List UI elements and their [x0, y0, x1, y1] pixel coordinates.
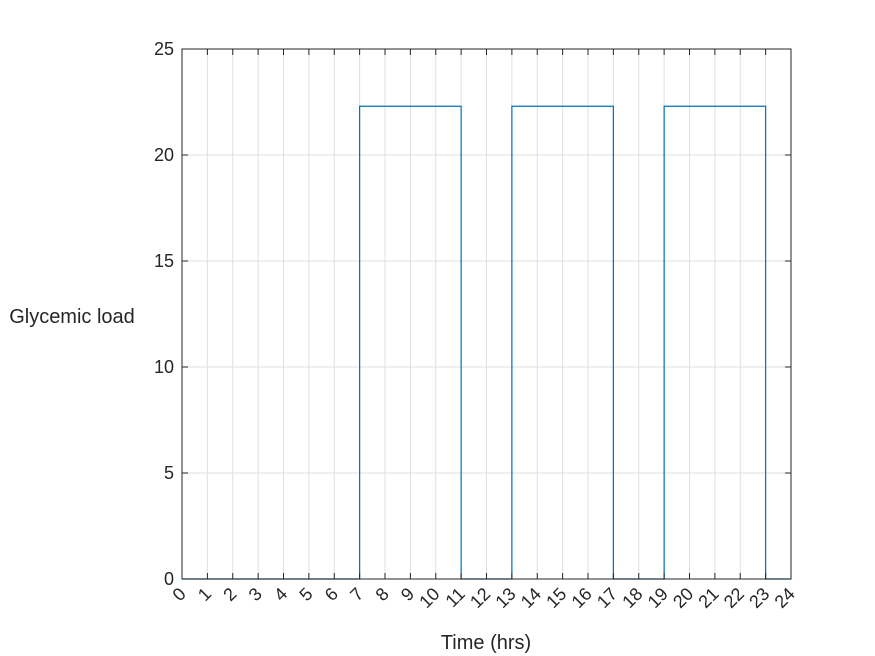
series-layer: [182, 105, 791, 580]
y-tick-label: 10: [154, 357, 174, 377]
x-tick-label: 4: [270, 584, 291, 605]
y-tick-labels: 0 5 10 15 20 25: [154, 39, 174, 589]
x-tick-label: 9: [397, 584, 418, 605]
x-tick-label: 24: [771, 584, 799, 612]
x-tick-label: 10: [415, 584, 443, 612]
y-tick-label: 5: [164, 463, 174, 483]
tick-marks: [181, 48, 792, 580]
glycemic-load-series-line: [182, 105, 791, 580]
x-tick-label: 8: [372, 584, 393, 605]
y-tick-label: 25: [154, 39, 174, 59]
x-tick-label: 1: [194, 584, 215, 605]
x-axis-label: Time (hrs): [441, 632, 531, 654]
x-tick-label: 2: [219, 584, 240, 605]
x-tick-label: 7: [346, 584, 367, 605]
x-tick-label: 6: [321, 584, 342, 605]
y-tick-label: 0: [164, 569, 174, 589]
x-tick-label: 3: [245, 584, 266, 605]
y-tick-label: 15: [154, 251, 174, 271]
x-tick-label: 5: [295, 584, 316, 605]
y-axis-label: Glycemic load: [9, 306, 135, 328]
x-tick-label: 11: [442, 584, 469, 611]
y-tick-label: 20: [154, 145, 174, 165]
